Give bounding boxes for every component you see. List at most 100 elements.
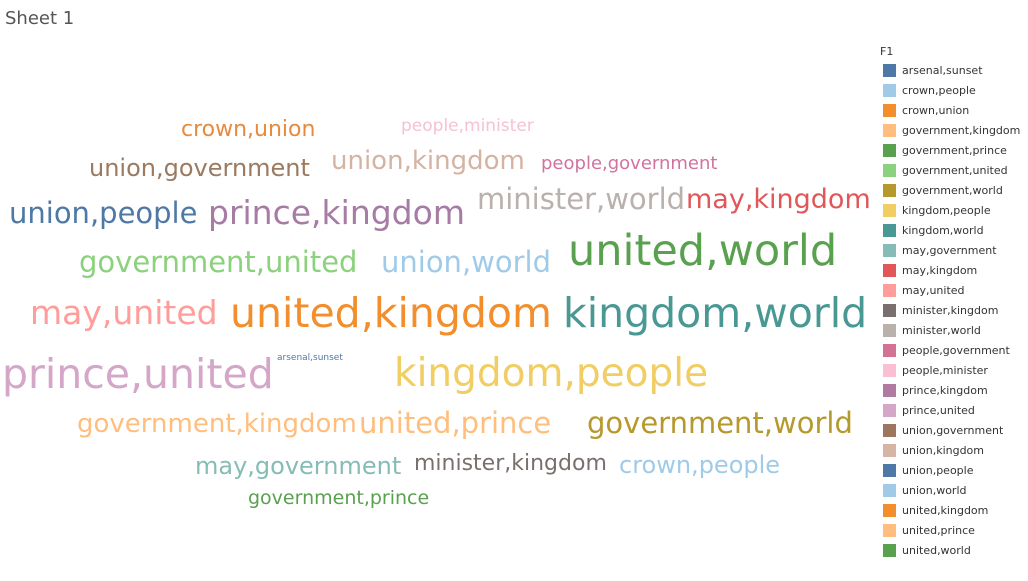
legend-swatch: [883, 483, 896, 497]
legend-item[interactable]: may,government: [880, 240, 1028, 260]
legend-item[interactable]: union,people: [880, 460, 1028, 480]
legend-item[interactable]: government,world: [880, 180, 1028, 200]
word-union-world: union,world: [381, 245, 552, 279]
legend-swatch: [883, 83, 896, 97]
legend-swatch: [883, 103, 896, 117]
word-united-world: united,world: [568, 226, 838, 276]
legend-item[interactable]: union,government: [880, 420, 1028, 440]
word-may-government: may,government: [195, 452, 402, 480]
legend-label: minister,world: [902, 323, 981, 337]
legend-label: union,government: [902, 423, 1004, 437]
legend-item[interactable]: government,kingdom: [880, 120, 1028, 140]
legend-swatch: [883, 203, 896, 217]
legend-label: may,kingdom: [902, 263, 978, 277]
legend-label: kingdom,people: [902, 203, 991, 217]
legend-swatch: [883, 223, 896, 237]
word-people-minister: people,minister: [401, 116, 534, 136]
legend: F1 arsenal,sunset crown,people crown,union…: [880, 44, 1028, 560]
legend-label: people,minister: [902, 363, 988, 377]
legend-swatch: [883, 363, 896, 377]
legend-label: may,government: [902, 243, 997, 257]
legend-swatch: [883, 463, 896, 477]
legend-label: prince,kingdom: [902, 383, 988, 397]
legend-item[interactable]: arsenal,sunset: [880, 60, 1028, 80]
word-crown-people: crown,people: [619, 451, 781, 479]
legend-item[interactable]: united,world: [880, 540, 1028, 560]
legend-label: prince,united: [902, 403, 975, 417]
word-united-prince: united,prince: [359, 406, 552, 440]
legend-label: government,united: [902, 163, 1008, 177]
word-arsenal-sunset: arsenal,sunset: [277, 353, 343, 363]
word-minister-world: minister,world: [477, 182, 686, 216]
legend-swatch: [883, 303, 896, 317]
word-government-prince: government,prince: [248, 487, 430, 509]
legend-label: union,world: [902, 483, 967, 497]
legend-item[interactable]: kingdom,world: [880, 220, 1028, 240]
legend-title: F1: [880, 45, 894, 58]
legend-swatch: [883, 143, 896, 157]
legend-label: people,government: [902, 343, 1010, 357]
word-may-kingdom: may,kingdom: [686, 184, 871, 215]
legend-swatch: [883, 443, 896, 457]
word-prince-kingdom: prince,kingdom: [208, 193, 465, 232]
legend-item[interactable]: may,kingdom: [880, 260, 1028, 280]
legend-swatch: [883, 243, 896, 257]
word-government-kingdom: government,kingdom: [77, 409, 357, 439]
legend-label: crown,union: [902, 103, 970, 117]
word-government-world: government,world: [587, 406, 853, 440]
word-union-kingdom: union,kingdom: [331, 146, 525, 176]
legend-item[interactable]: minister,world: [880, 320, 1028, 340]
legend-label: government,world: [902, 183, 1003, 197]
legend-swatch: [883, 543, 896, 557]
legend-item[interactable]: crown,union: [880, 100, 1028, 120]
legend-swatch: [883, 63, 896, 77]
legend-swatch: [883, 343, 896, 357]
legend-label: crown,people: [902, 83, 976, 97]
legend-label: united,kingdom: [902, 503, 989, 517]
legend-item[interactable]: prince,kingdom: [880, 380, 1028, 400]
word-crown-union: crown,union: [181, 117, 316, 142]
legend-label: may,united: [902, 283, 965, 297]
legend-label: government,kingdom: [902, 123, 1021, 137]
legend-label: union,kingdom: [902, 443, 985, 457]
legend-item[interactable]: crown,people: [880, 80, 1028, 100]
legend-swatch: [883, 163, 896, 177]
legend-items: arsenal,sunset crown,people crown,union gov…: [880, 60, 1028, 560]
legend-label: kingdom,world: [902, 223, 984, 237]
legend-label: arsenal,sunset: [902, 63, 983, 77]
legend-swatch: [883, 183, 896, 197]
word-government-united: government,united: [79, 245, 358, 279]
sheet-title: Sheet 1: [5, 8, 75, 29]
legend-swatch: [883, 323, 896, 337]
word-cloud: crown,union people,minister union,governme…: [2, 116, 871, 509]
legend-swatch: [883, 263, 896, 277]
legend-item[interactable]: minister,kingdom: [880, 300, 1028, 320]
legend-item[interactable]: union,kingdom: [880, 440, 1028, 460]
legend-swatch: [883, 503, 896, 517]
legend-label: union,people: [902, 463, 974, 477]
legend-swatch: [883, 283, 896, 297]
legend-item[interactable]: kingdom,people: [880, 200, 1028, 220]
legend-item[interactable]: union,world: [880, 480, 1028, 500]
word-prince-united: prince,united: [2, 350, 274, 398]
legend-item[interactable]: government,united: [880, 160, 1028, 180]
legend-item[interactable]: united,kingdom: [880, 500, 1028, 520]
legend-swatch: [883, 123, 896, 137]
legend-item[interactable]: government,prince: [880, 140, 1028, 160]
word-kingdom-people: kingdom,people: [394, 351, 709, 396]
word-union-people: union,people: [9, 196, 198, 230]
legend-label: government,prince: [902, 143, 1007, 157]
legend-item[interactable]: may,united: [880, 280, 1028, 300]
word-minister-kingdom: minister,kingdom: [414, 451, 607, 476]
legend-item[interactable]: people,minister: [880, 360, 1028, 380]
word-union-government: union,government: [89, 154, 310, 182]
legend-label: minister,kingdom: [902, 303, 999, 317]
legend-item[interactable]: prince,united: [880, 400, 1028, 420]
legend-item[interactable]: people,government: [880, 340, 1028, 360]
word-united-kingdom: united,kingdom: [230, 289, 552, 337]
legend-swatch: [883, 523, 896, 537]
legend-label: united,prince: [902, 523, 975, 537]
word-may-united: may,united: [30, 293, 218, 332]
legend-swatch: [883, 383, 896, 397]
legend-item[interactable]: united,prince: [880, 520, 1028, 540]
